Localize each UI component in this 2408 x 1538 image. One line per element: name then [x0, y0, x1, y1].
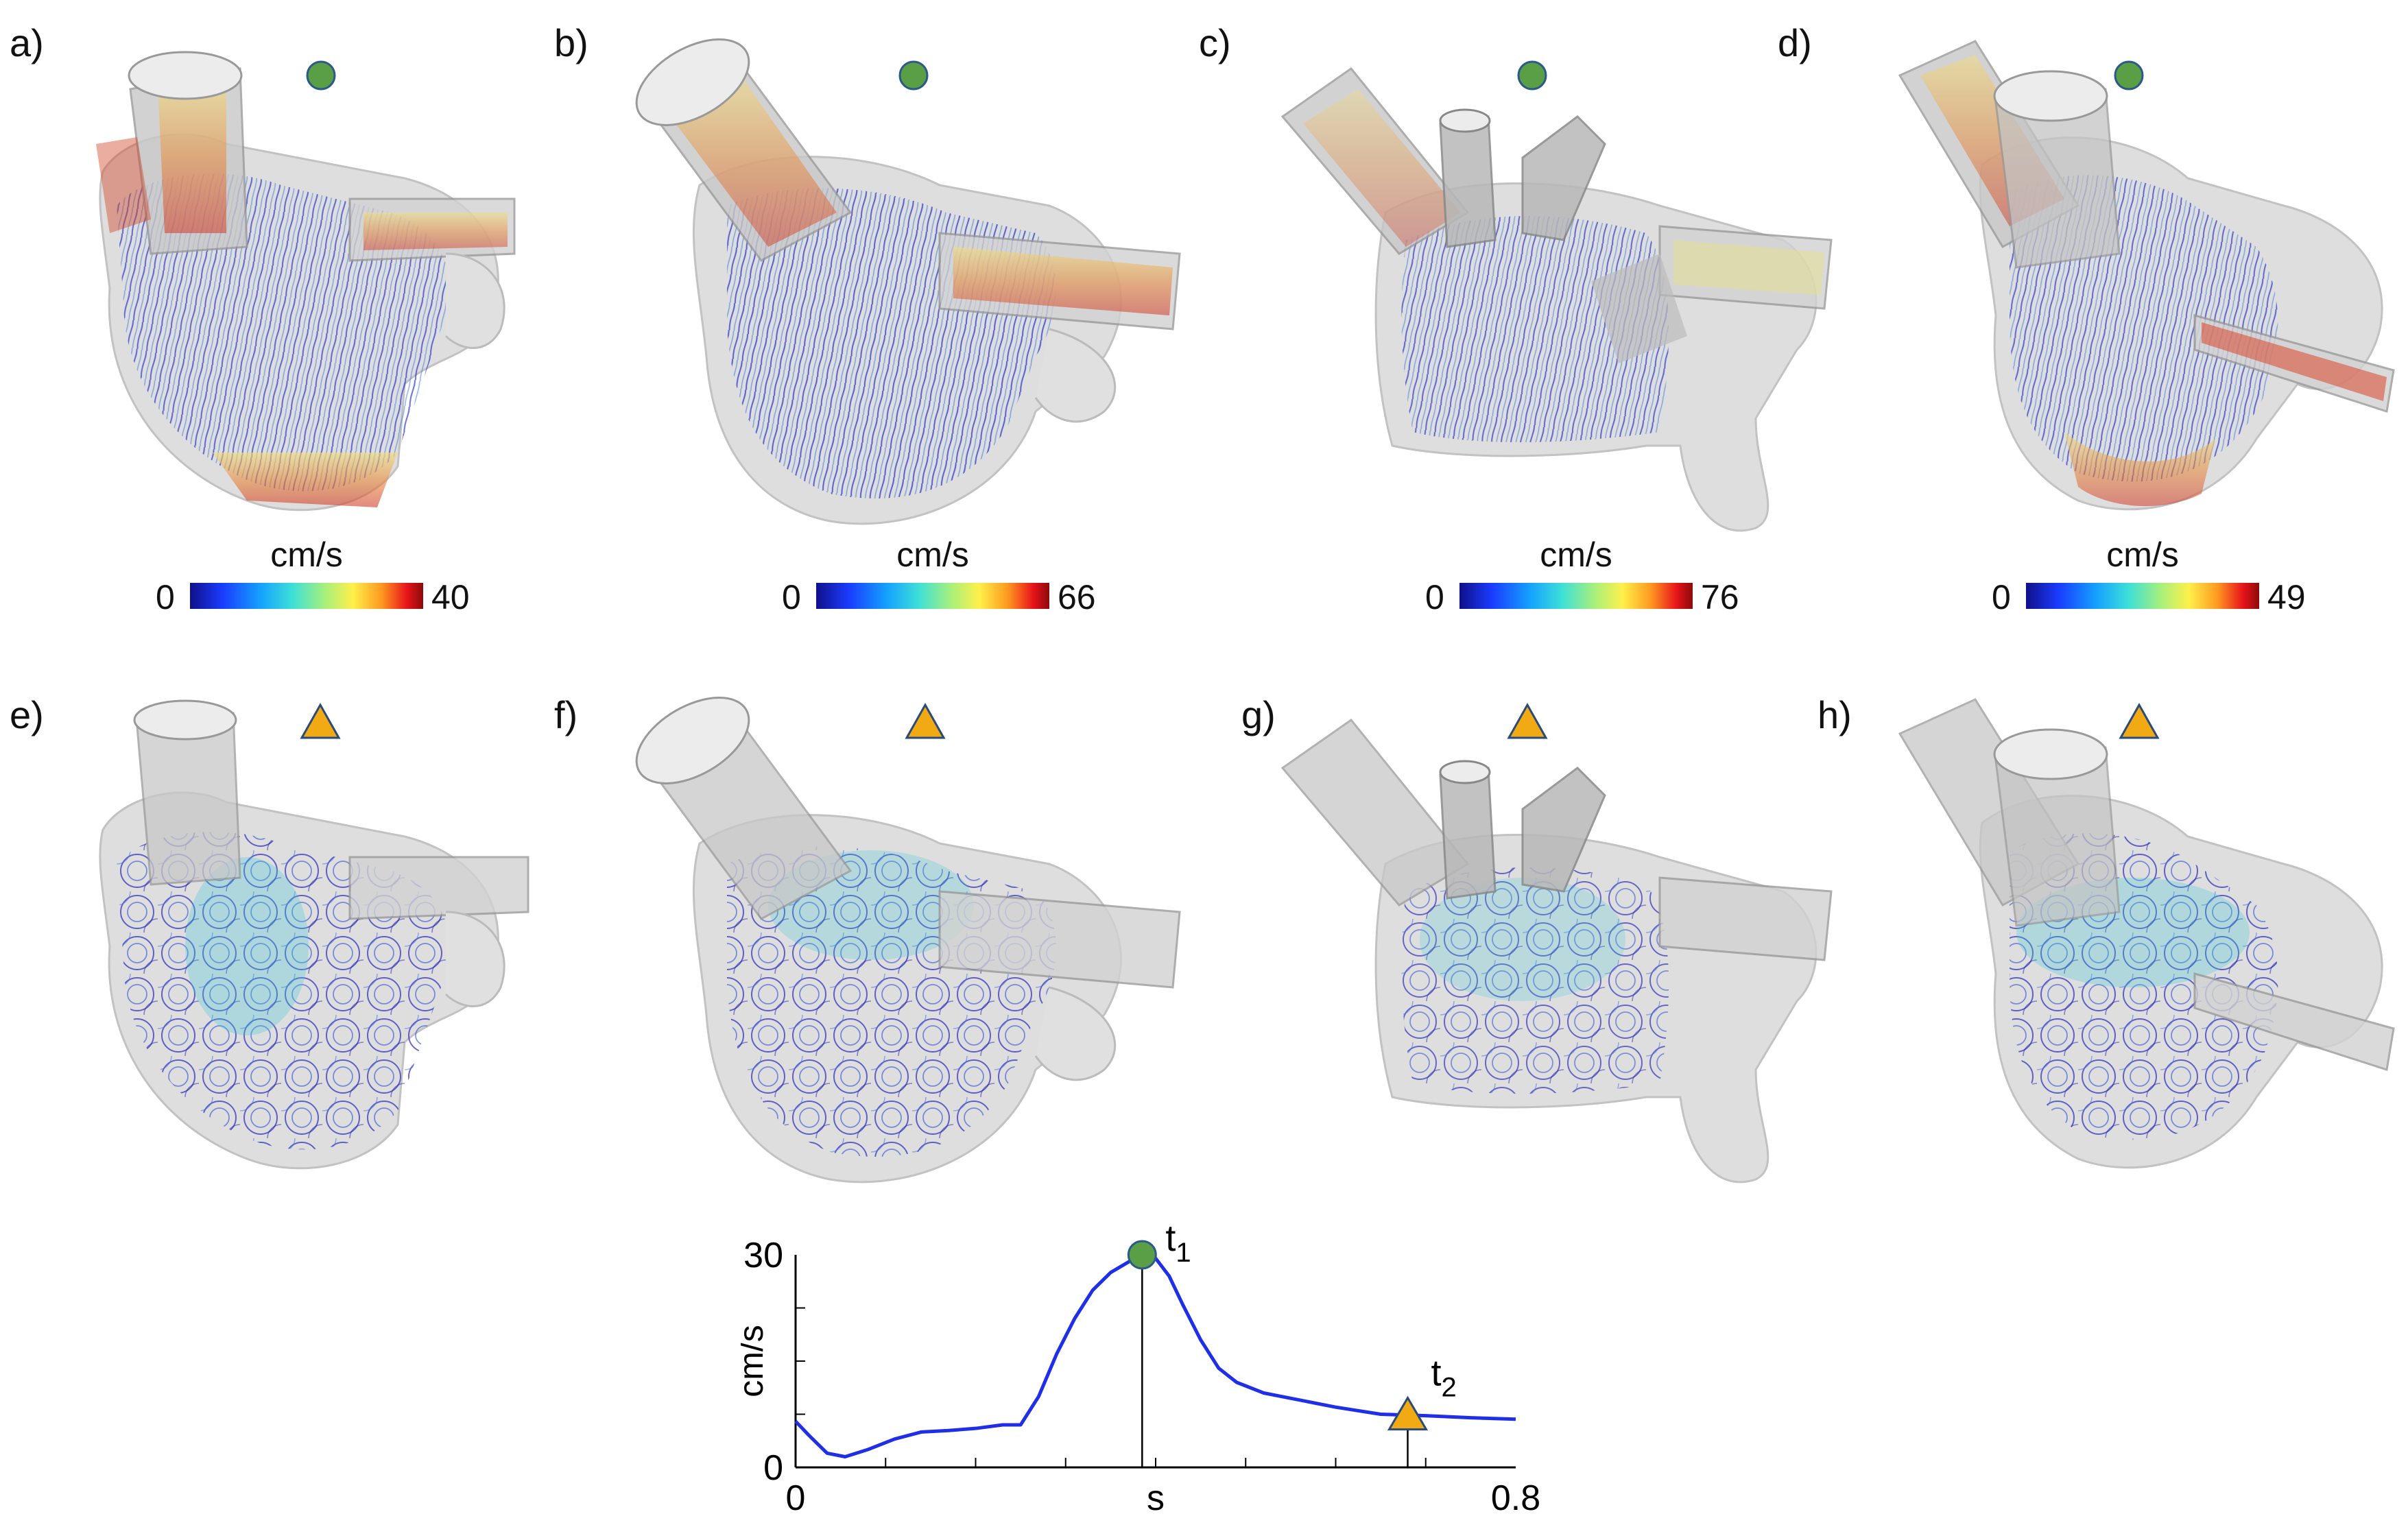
colorbar-min: 0 — [1992, 578, 2011, 616]
panel-label-a: a) — [10, 21, 44, 64]
colorbar-c: cm/s 0 76 — [1425, 535, 1739, 617]
colorbar-gradient — [190, 583, 423, 609]
atrium-rendering-f — [635, 697, 1181, 1183]
colorbar-unit: cm/s — [270, 536, 343, 574]
colorbar-max: 40 — [431, 578, 470, 616]
annotation-subscript: 1 — [1176, 1238, 1191, 1268]
panel-label-e: e) — [10, 693, 44, 736]
colorbar-max: 49 — [2267, 578, 2306, 616]
colorbar-max: 66 — [1058, 578, 1096, 616]
y-axis-label: cm/s — [741, 1325, 770, 1397]
chart-plot-area: 30 00 0.8 s cm/s t1 t2 — [741, 1218, 1540, 1518]
colorbar-min: 0 — [1425, 578, 1444, 616]
colorbar-b: cm/s 0 66 — [782, 535, 1096, 617]
annotation-circle-marker — [1127, 1240, 1157, 1270]
atrium-rendering-d — [1898, 40, 2395, 511]
colorbar-min: 0 — [156, 578, 175, 616]
panel-label-b: b) — [554, 21, 588, 64]
circle-marker-a — [306, 60, 336, 91]
colorbar-unit: cm/s — [896, 536, 969, 574]
colorbar-unit: cm/s — [2106, 536, 2179, 574]
colorbar-gradient — [1459, 583, 1693, 609]
atrium-rendering-b — [635, 38, 1181, 525]
x-tick-label-max: 0.8 — [1491, 1478, 1540, 1518]
y-tick-label-min: 0 — [763, 1448, 783, 1488]
triangle-marker-e — [300, 702, 341, 739]
atrium-rendering-g — [1280, 718, 1833, 1183]
x-tick-label-min: 0 — [786, 1478, 806, 1518]
colorbar-gradient — [816, 583, 1049, 609]
colorbar-a: cm/s 0 40 — [156, 535, 470, 617]
triangle-marker-f — [905, 702, 946, 739]
triangle-marker-g — [1507, 702, 1548, 739]
y-tick-label-max: 30 — [743, 1236, 783, 1275]
colorbar-min: 0 — [782, 578, 801, 616]
atrium-rendering-h — [1898, 698, 2395, 1169]
panel-label-g: g) — [1241, 693, 1276, 736]
atrium-rendering-e — [99, 699, 529, 1170]
colorbar-unit: cm/s — [1540, 536, 1612, 574]
panel-label-h: h) — [1817, 693, 1852, 736]
circle-marker-d — [2114, 60, 2144, 91]
velocity-series-line — [794, 1253, 1516, 1458]
panel-label-d: d) — [1778, 21, 1812, 64]
annotation-label: t2 — [1431, 1353, 1457, 1403]
colorbar-d: cm/s 0 49 — [1992, 535, 2306, 617]
atrium-rendering-a — [96, 51, 516, 512]
atrium-rendering-c — [1280, 67, 1833, 532]
annotation-label: t1 — [1165, 1218, 1191, 1268]
x-axis-label: s — [1147, 1478, 1165, 1518]
annotation-subscript: 2 — [1442, 1373, 1457, 1403]
circle-marker-c — [1517, 60, 1547, 91]
triangle-marker-h — [2119, 702, 2160, 739]
colorbar-max: 76 — [1701, 578, 1739, 616]
panel-label-f: f) — [554, 693, 578, 736]
colorbar-gradient — [2026, 583, 2259, 609]
panel-label-c: c) — [1199, 21, 1231, 64]
annotation-triangle-marker — [1387, 1395, 1429, 1431]
circle-marker-b — [898, 60, 929, 91]
